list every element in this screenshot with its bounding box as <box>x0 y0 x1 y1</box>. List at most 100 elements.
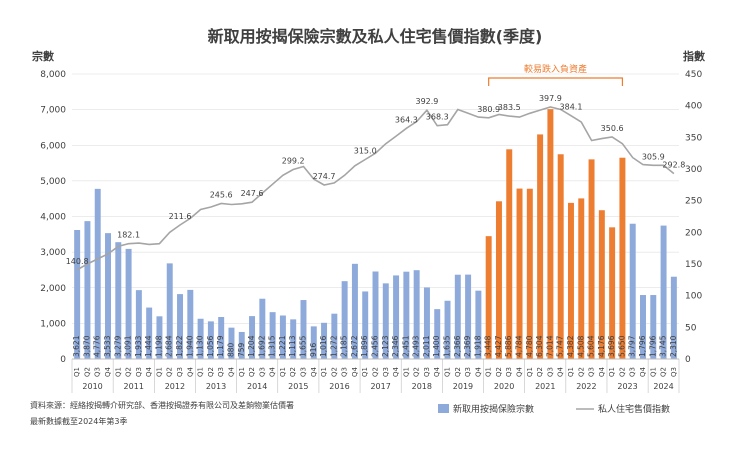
bar-value-label: 5,886 <box>504 335 513 357</box>
bar <box>434 309 441 359</box>
bar <box>382 283 389 359</box>
bar <box>413 270 420 359</box>
x-quarter-label: Q1 <box>526 367 534 377</box>
bar-value-label: 2,123 <box>381 335 390 357</box>
x-year-label: 2013 <box>206 382 226 391</box>
x-quarter-label: Q4 <box>557 366 565 377</box>
bar <box>197 318 204 359</box>
x-quarter-label: Q3 <box>464 367 472 377</box>
y-left-tick-label: 4,000 <box>40 213 66 223</box>
x-quarter-label: Q3 <box>176 367 184 377</box>
bar-value-label: 3,745 <box>659 335 668 357</box>
bar-value-label: 1,796 <box>638 335 647 357</box>
y-left-tick-label: 8,000 <box>40 70 66 80</box>
bar-value-label: 4,780 <box>525 335 534 357</box>
bar-value-label: 880 <box>226 342 235 357</box>
bar <box>362 291 369 359</box>
bar-value-label: 2,011 <box>422 335 431 357</box>
bar <box>290 319 297 359</box>
bar-value-label: 3,533 <box>103 335 112 357</box>
x-quarter-label: Q2 <box>166 367 174 377</box>
line-value-label: 274.7 <box>313 172 336 181</box>
bar <box>351 263 358 359</box>
line-value-label: 211.6 <box>169 212 192 221</box>
x-quarter-label: Q2 <box>618 367 626 377</box>
bar <box>259 298 266 359</box>
x-quarter-label: Q1 <box>485 367 493 377</box>
x-quarter-label: Q2 <box>125 367 133 377</box>
x-quarter-label: Q3 <box>423 367 431 377</box>
y-right-tick-label: 450 <box>685 70 702 80</box>
bar <box>403 271 410 359</box>
bar <box>475 290 482 359</box>
bar-value-label: 4,508 <box>576 335 585 357</box>
source-note: 資料來源：經絡按揭轉介研究部、香港按揭證券有限公司及差餉物業估價署 <box>30 400 294 410</box>
bar-value-label: 2,185 <box>340 335 349 357</box>
x-quarter-label: Q2 <box>207 367 215 377</box>
bar-value-label: 2,684 <box>165 335 174 357</box>
bar <box>249 316 256 359</box>
bar-value-label: 2,310 <box>669 335 678 357</box>
bar <box>207 321 214 359</box>
x-quarter-label: Q1 <box>608 367 616 377</box>
bar-highlight <box>567 202 574 359</box>
bar <box>310 326 317 359</box>
line-value-label: 350.6 <box>601 124 624 133</box>
bar-value-label: 3,621 <box>72 335 81 357</box>
y-right-tick-label: 250 <box>685 197 702 207</box>
bar-value-label: 1,221 <box>278 335 287 357</box>
line-value-label: 397.9 <box>539 94 562 103</box>
legend-bar-label: 新取用按揭保險宗數 <box>453 403 534 415</box>
x-quarter-label: Q1 <box>567 367 575 377</box>
x-quarter-label: Q4 <box>598 366 606 377</box>
line-value-label: 380.9 <box>477 105 500 114</box>
bar <box>629 223 636 359</box>
bar-value-label: 1,016 <box>319 335 328 357</box>
x-quarter-label: Q3 <box>341 367 349 377</box>
bar <box>640 295 646 359</box>
bar-highlight <box>588 159 595 359</box>
bar-value-label: 5,650 <box>617 335 626 357</box>
x-quarter-label: Q2 <box>248 367 256 377</box>
line-value-label: 305.9 <box>642 152 665 161</box>
bar <box>146 307 153 359</box>
legend-line-label: 私人住宅售價指數 <box>598 403 670 415</box>
bar-value-label: 3,797 <box>628 335 637 357</box>
x-quarter-label: Q2 <box>454 367 462 377</box>
bar-value-label: 4,176 <box>597 335 606 357</box>
bar-highlight <box>506 149 513 359</box>
bar-value-label: 1,272 <box>329 335 338 357</box>
bar-value-label: 2,369 <box>463 335 472 357</box>
chart-title: 新取用按揭保險宗數及私人住宅售價指數(季度) <box>208 27 543 46</box>
x-quarter-label: Q4 <box>392 366 400 377</box>
bar <box>393 275 400 359</box>
x-year-label: 2019 <box>453 382 473 391</box>
bar-value-label: 1,655 <box>298 335 307 357</box>
bar-value-label: 1,635 <box>443 335 452 357</box>
bar-value-label: 1,796 <box>648 335 657 357</box>
bar-value-label: 1,204 <box>247 335 256 357</box>
line-value-label: 247.6 <box>241 189 264 198</box>
bar-value-label: 1,130 <box>196 335 205 357</box>
bar <box>423 287 430 359</box>
x-quarter-label: Q2 <box>83 367 91 377</box>
x-quarter-label: Q1 <box>320 367 328 377</box>
x-year-label: 2020 <box>494 382 514 391</box>
bar-highlight <box>526 188 533 359</box>
bar-value-label: 4,784 <box>515 335 524 357</box>
x-year-label: 2018 <box>412 382 432 391</box>
x-quarter-label: Q4 <box>351 366 359 377</box>
y-left-tick-label: 3,000 <box>40 248 66 258</box>
bar <box>454 274 461 359</box>
bar-value-label: 1,113 <box>288 335 297 357</box>
bar-value-label: 1,940 <box>185 335 194 357</box>
x-quarter-label: Q3 <box>505 367 513 377</box>
x-quarter-label: Q2 <box>536 367 544 377</box>
x-quarter-label: Q3 <box>588 367 596 377</box>
x-quarter-label: Q4 <box>433 366 441 377</box>
bar <box>650 295 657 359</box>
x-quarter-label: Q4 <box>310 366 318 377</box>
bar <box>300 300 307 359</box>
x-quarter-label: Q1 <box>73 367 81 377</box>
